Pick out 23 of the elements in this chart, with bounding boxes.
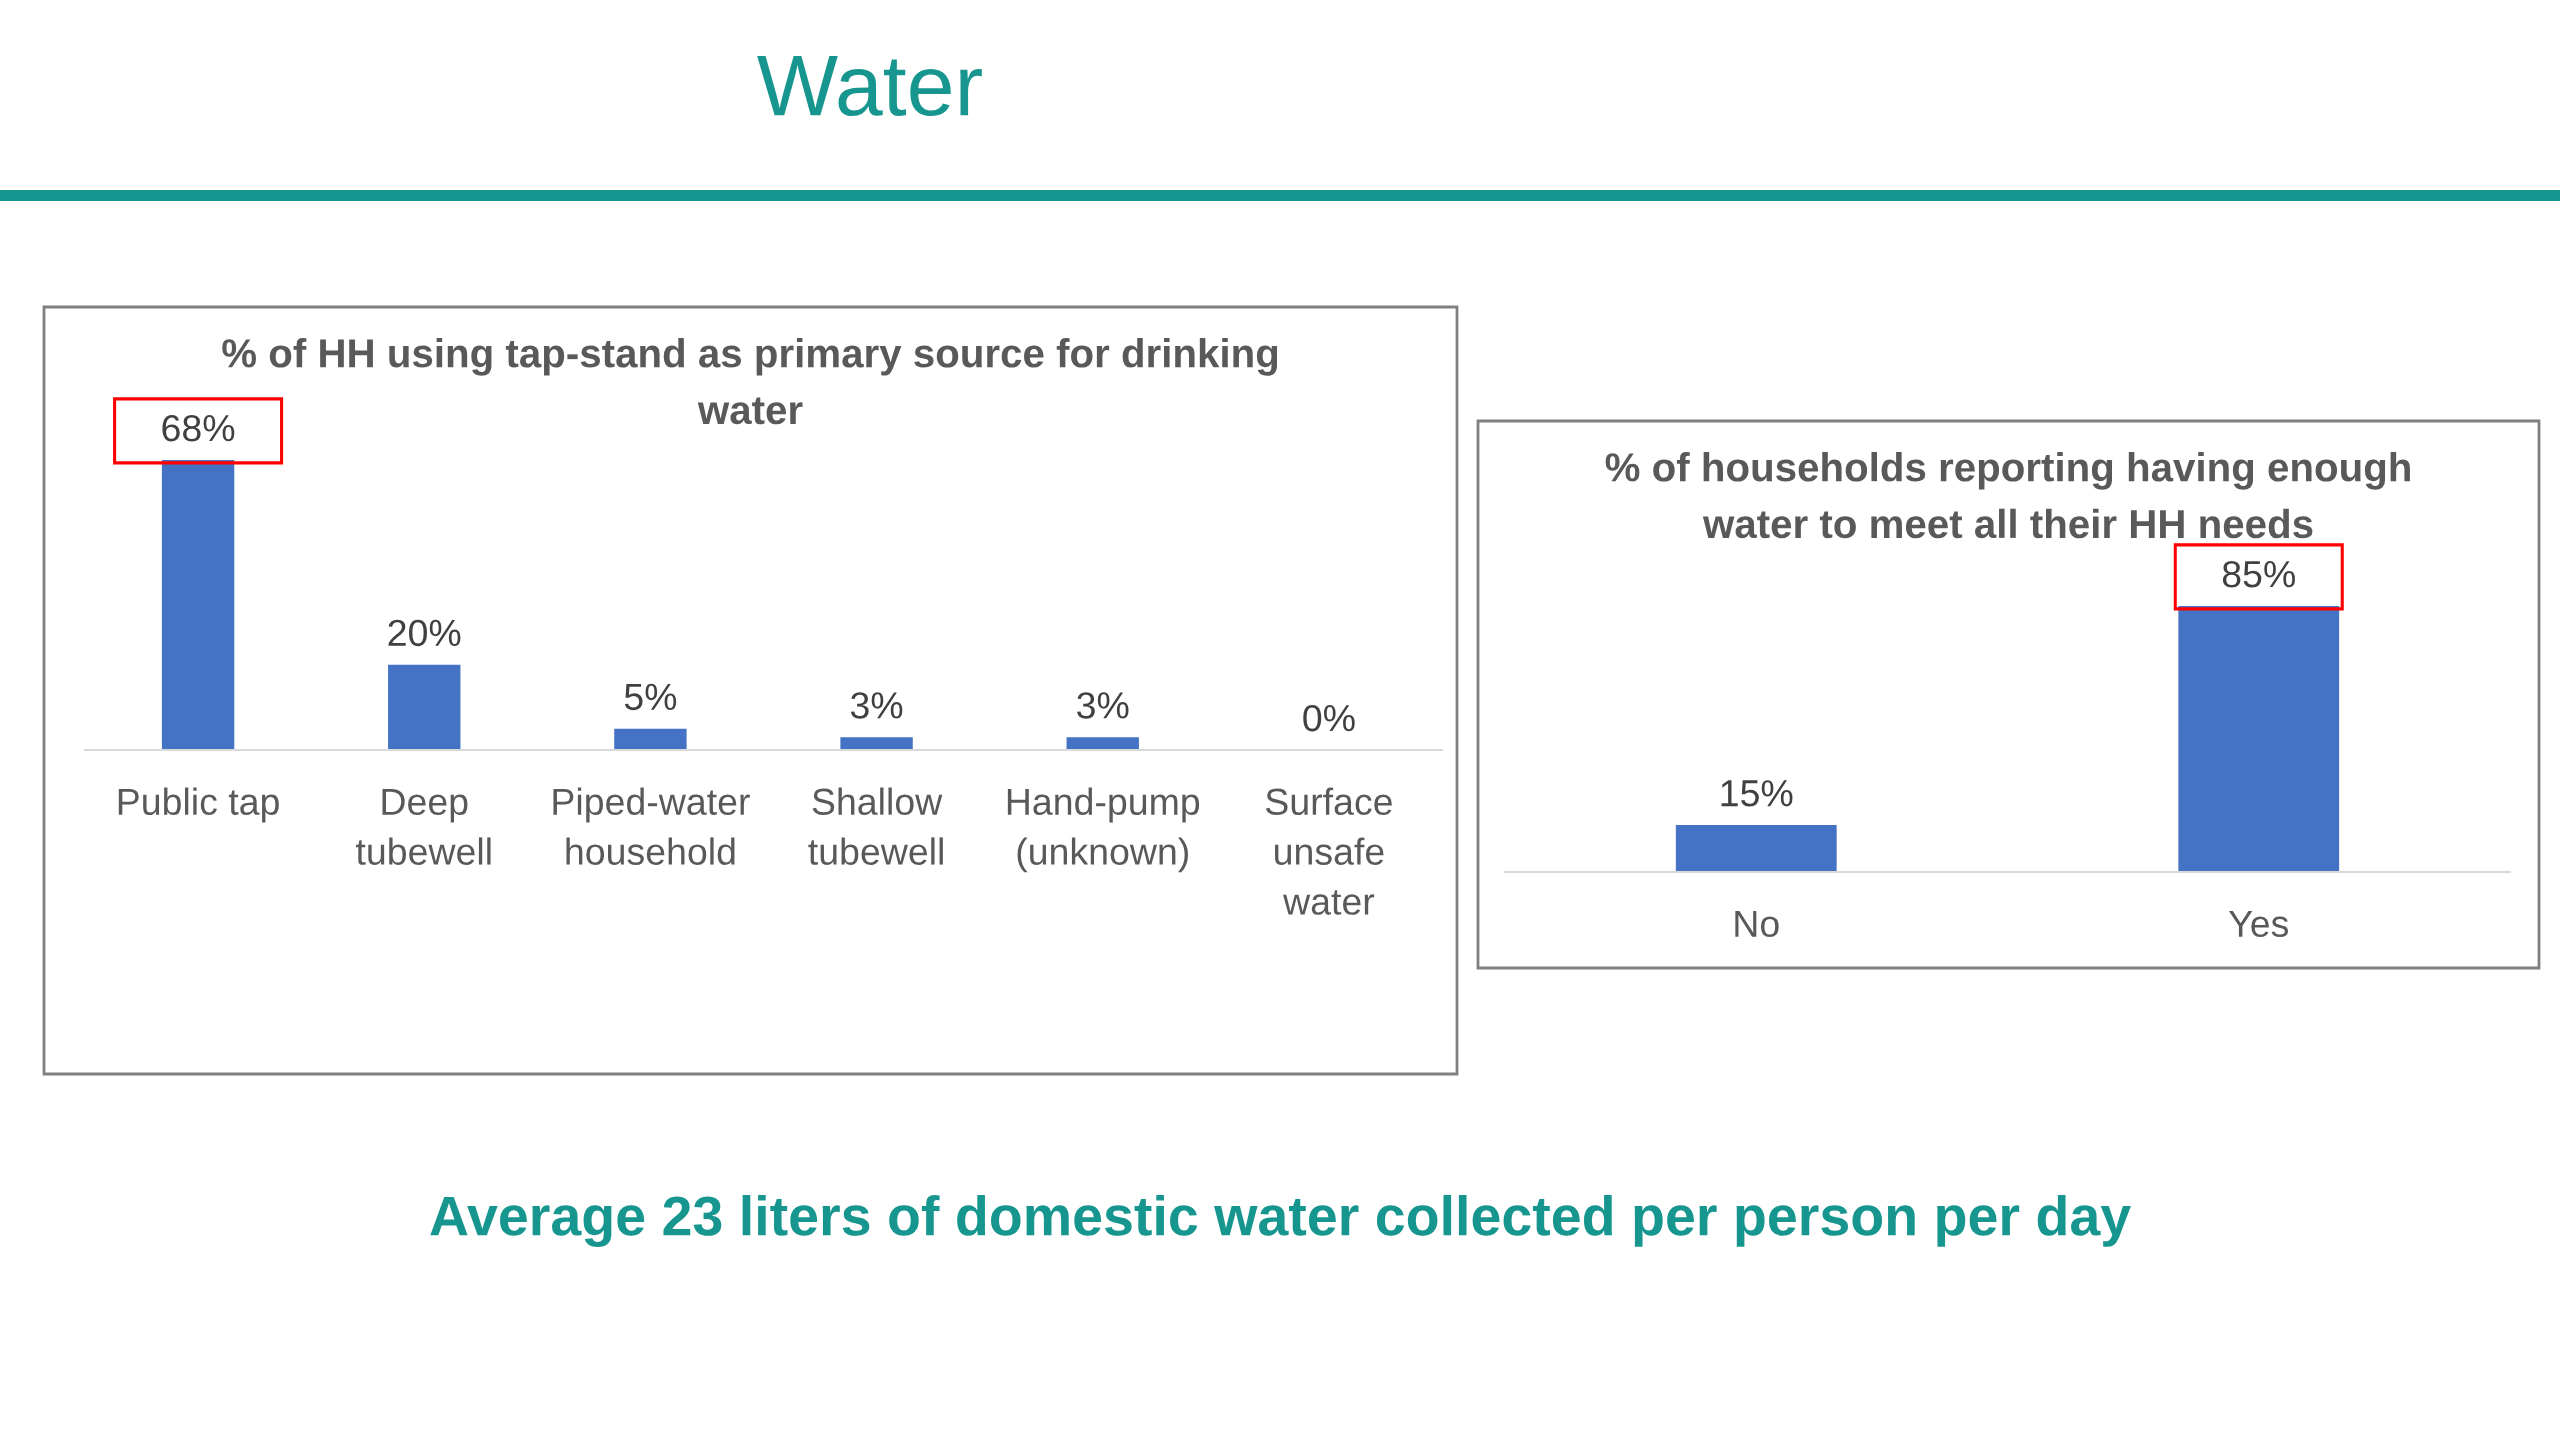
bar [388, 664, 461, 750]
x-tick-label: Shallow tubewell [808, 787, 943, 865]
data-label: 5% [624, 683, 677, 711]
bar [840, 737, 913, 750]
data-label: 20% [388, 619, 461, 647]
x-tick-label: Hand-pump (unknown) [1007, 787, 1200, 873]
data-label: 3% [850, 692, 903, 719]
data-label: 15% [1721, 780, 1793, 807]
data-label: 3% [1077, 692, 1129, 719]
x-tick-label: Yes [2228, 910, 2288, 938]
chart-title: % of households reporting having enough water to meet all their HH needs [1605, 452, 2410, 539]
data-label: 85% [2222, 560, 2295, 588]
bar [1066, 737, 1139, 750]
text: Average 23 liters of domestic water collected per person per day [430, 1194, 2131, 1248]
x-tick-label: Public tap [118, 787, 279, 823]
data-label: 0% [1303, 704, 1355, 732]
bar [161, 460, 235, 750]
x-tick-label: No [1735, 910, 1779, 938]
text: Water [757, 56, 982, 117]
x-tick-label: Deep tubewell [356, 788, 491, 865]
x-tick-label: Surface unsafe water [1266, 787, 1392, 915]
bar [614, 728, 687, 750]
x-tick-label: Piped-water household [553, 787, 750, 865]
